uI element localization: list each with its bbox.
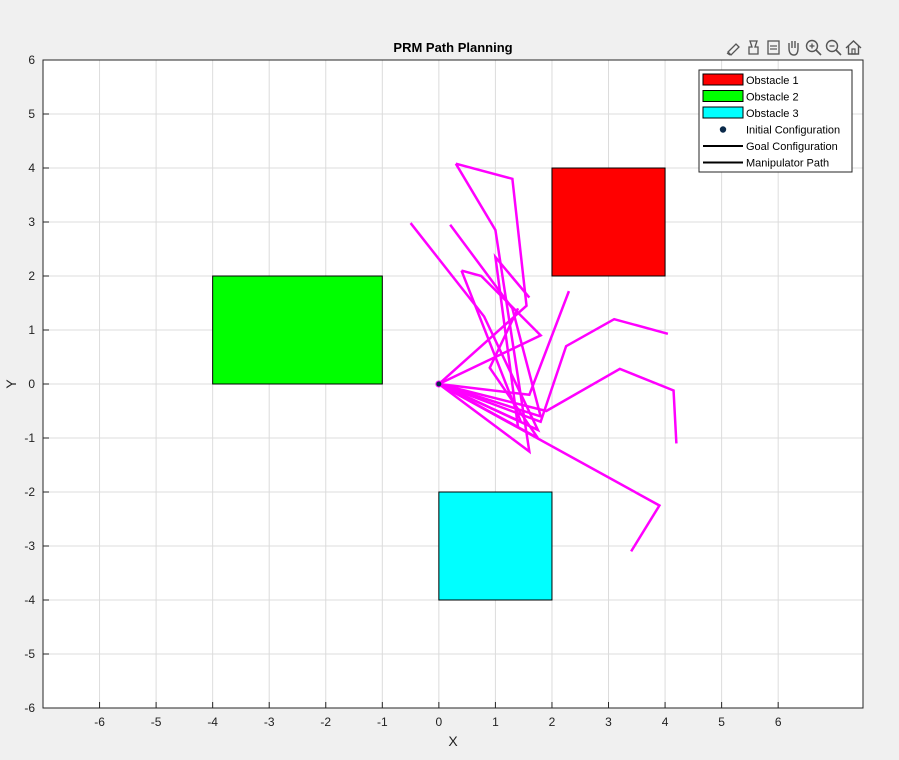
manipulator-path-3 xyxy=(438,317,669,424)
axes-toolbar xyxy=(724,38,863,57)
legend-swatch xyxy=(702,90,744,102)
legend-label: Obstacle 3 xyxy=(746,108,799,120)
legend-label: Initial Configuration xyxy=(746,125,840,137)
x-tick-label: -6 xyxy=(94,715,105,729)
manipulator-path-6 xyxy=(438,163,532,455)
x-tick-label: 4 xyxy=(662,715,669,729)
y-tick-label: -4 xyxy=(24,593,35,607)
obstacle-1 xyxy=(551,167,666,277)
manipulator-path-10 xyxy=(438,269,543,386)
y-tick-label: -6 xyxy=(24,701,35,715)
manipulator-path-12 xyxy=(438,307,539,440)
y-tick-label: 4 xyxy=(28,161,35,175)
y-tick-label: 5 xyxy=(28,107,35,121)
legend-label: Obstacle 2 xyxy=(746,92,799,104)
legend[interactable]: Obstacle 1 Obstacle 2 Obstacle 3 Initial Co… xyxy=(698,69,853,173)
x-tick-label: -2 xyxy=(320,715,331,729)
manipulator-path-8 xyxy=(438,223,543,419)
legend-swatch xyxy=(702,106,744,119)
x-tick-label: -3 xyxy=(264,715,275,729)
y-tick-label: -3 xyxy=(24,539,35,553)
x-tick-label: 2 xyxy=(549,715,556,729)
legend-marker xyxy=(719,126,727,133)
zoom-out-icon[interactable] xyxy=(824,38,843,57)
obstacles-layer xyxy=(212,167,666,601)
y-axis-label: Y xyxy=(3,379,19,389)
y-tick-label: -2 xyxy=(24,485,35,499)
x-tick-label: 3 xyxy=(605,715,612,729)
x-tick-label: -4 xyxy=(207,715,218,729)
legend-label: Goal Configuration xyxy=(746,141,838,153)
obstacle-2 xyxy=(212,275,383,385)
y-tick-label: -1 xyxy=(24,431,35,445)
axis-ticks: -6 -5 -4 -3 -2 -1 0 1 2 3 4 5 6 -6 -5 -4 -3 -2 -1 0 1 2 3 4 5 6 xyxy=(24,53,782,729)
manipulator-path-4 xyxy=(438,367,678,444)
markers-layer xyxy=(435,380,443,388)
obstacle-3 xyxy=(438,491,553,601)
y-tick-label: 2 xyxy=(28,269,35,283)
x-tick-label: 5 xyxy=(718,715,725,729)
chart-title: PRM Path Planning xyxy=(393,40,512,55)
pan-icon[interactable] xyxy=(784,38,803,57)
brush-icon[interactable] xyxy=(724,38,743,57)
home-icon[interactable] xyxy=(844,38,863,57)
x-tick-label: -5 xyxy=(151,715,162,729)
x-axis-label: X xyxy=(448,733,458,749)
x-tick-label: -1 xyxy=(377,715,388,729)
y-tick-label: 6 xyxy=(28,53,35,67)
x-tick-label: 1 xyxy=(492,715,499,729)
legend-box xyxy=(698,69,853,173)
y-tick-label: -5 xyxy=(24,647,35,661)
manipulator-path-11 xyxy=(438,290,571,397)
data-tips-icon[interactable] xyxy=(744,38,763,57)
restore-view-icon[interactable] xyxy=(764,38,783,57)
manipulator-path-7 xyxy=(438,162,528,385)
legend-swatch xyxy=(702,73,744,86)
y-tick-label: 0 xyxy=(28,377,35,391)
x-tick-label: 0 xyxy=(436,715,443,729)
legend-label: Obstacle 1 xyxy=(746,75,799,87)
y-tick-label: 1 xyxy=(28,323,35,337)
zoom-in-icon[interactable] xyxy=(804,38,823,57)
x-tick-label: 6 xyxy=(775,715,782,729)
legend-label: Manipulator Path xyxy=(746,158,829,170)
manipulator-paths-layer xyxy=(409,162,678,553)
y-tick-label: 3 xyxy=(28,215,35,229)
initial-configuration-marker xyxy=(435,380,443,388)
